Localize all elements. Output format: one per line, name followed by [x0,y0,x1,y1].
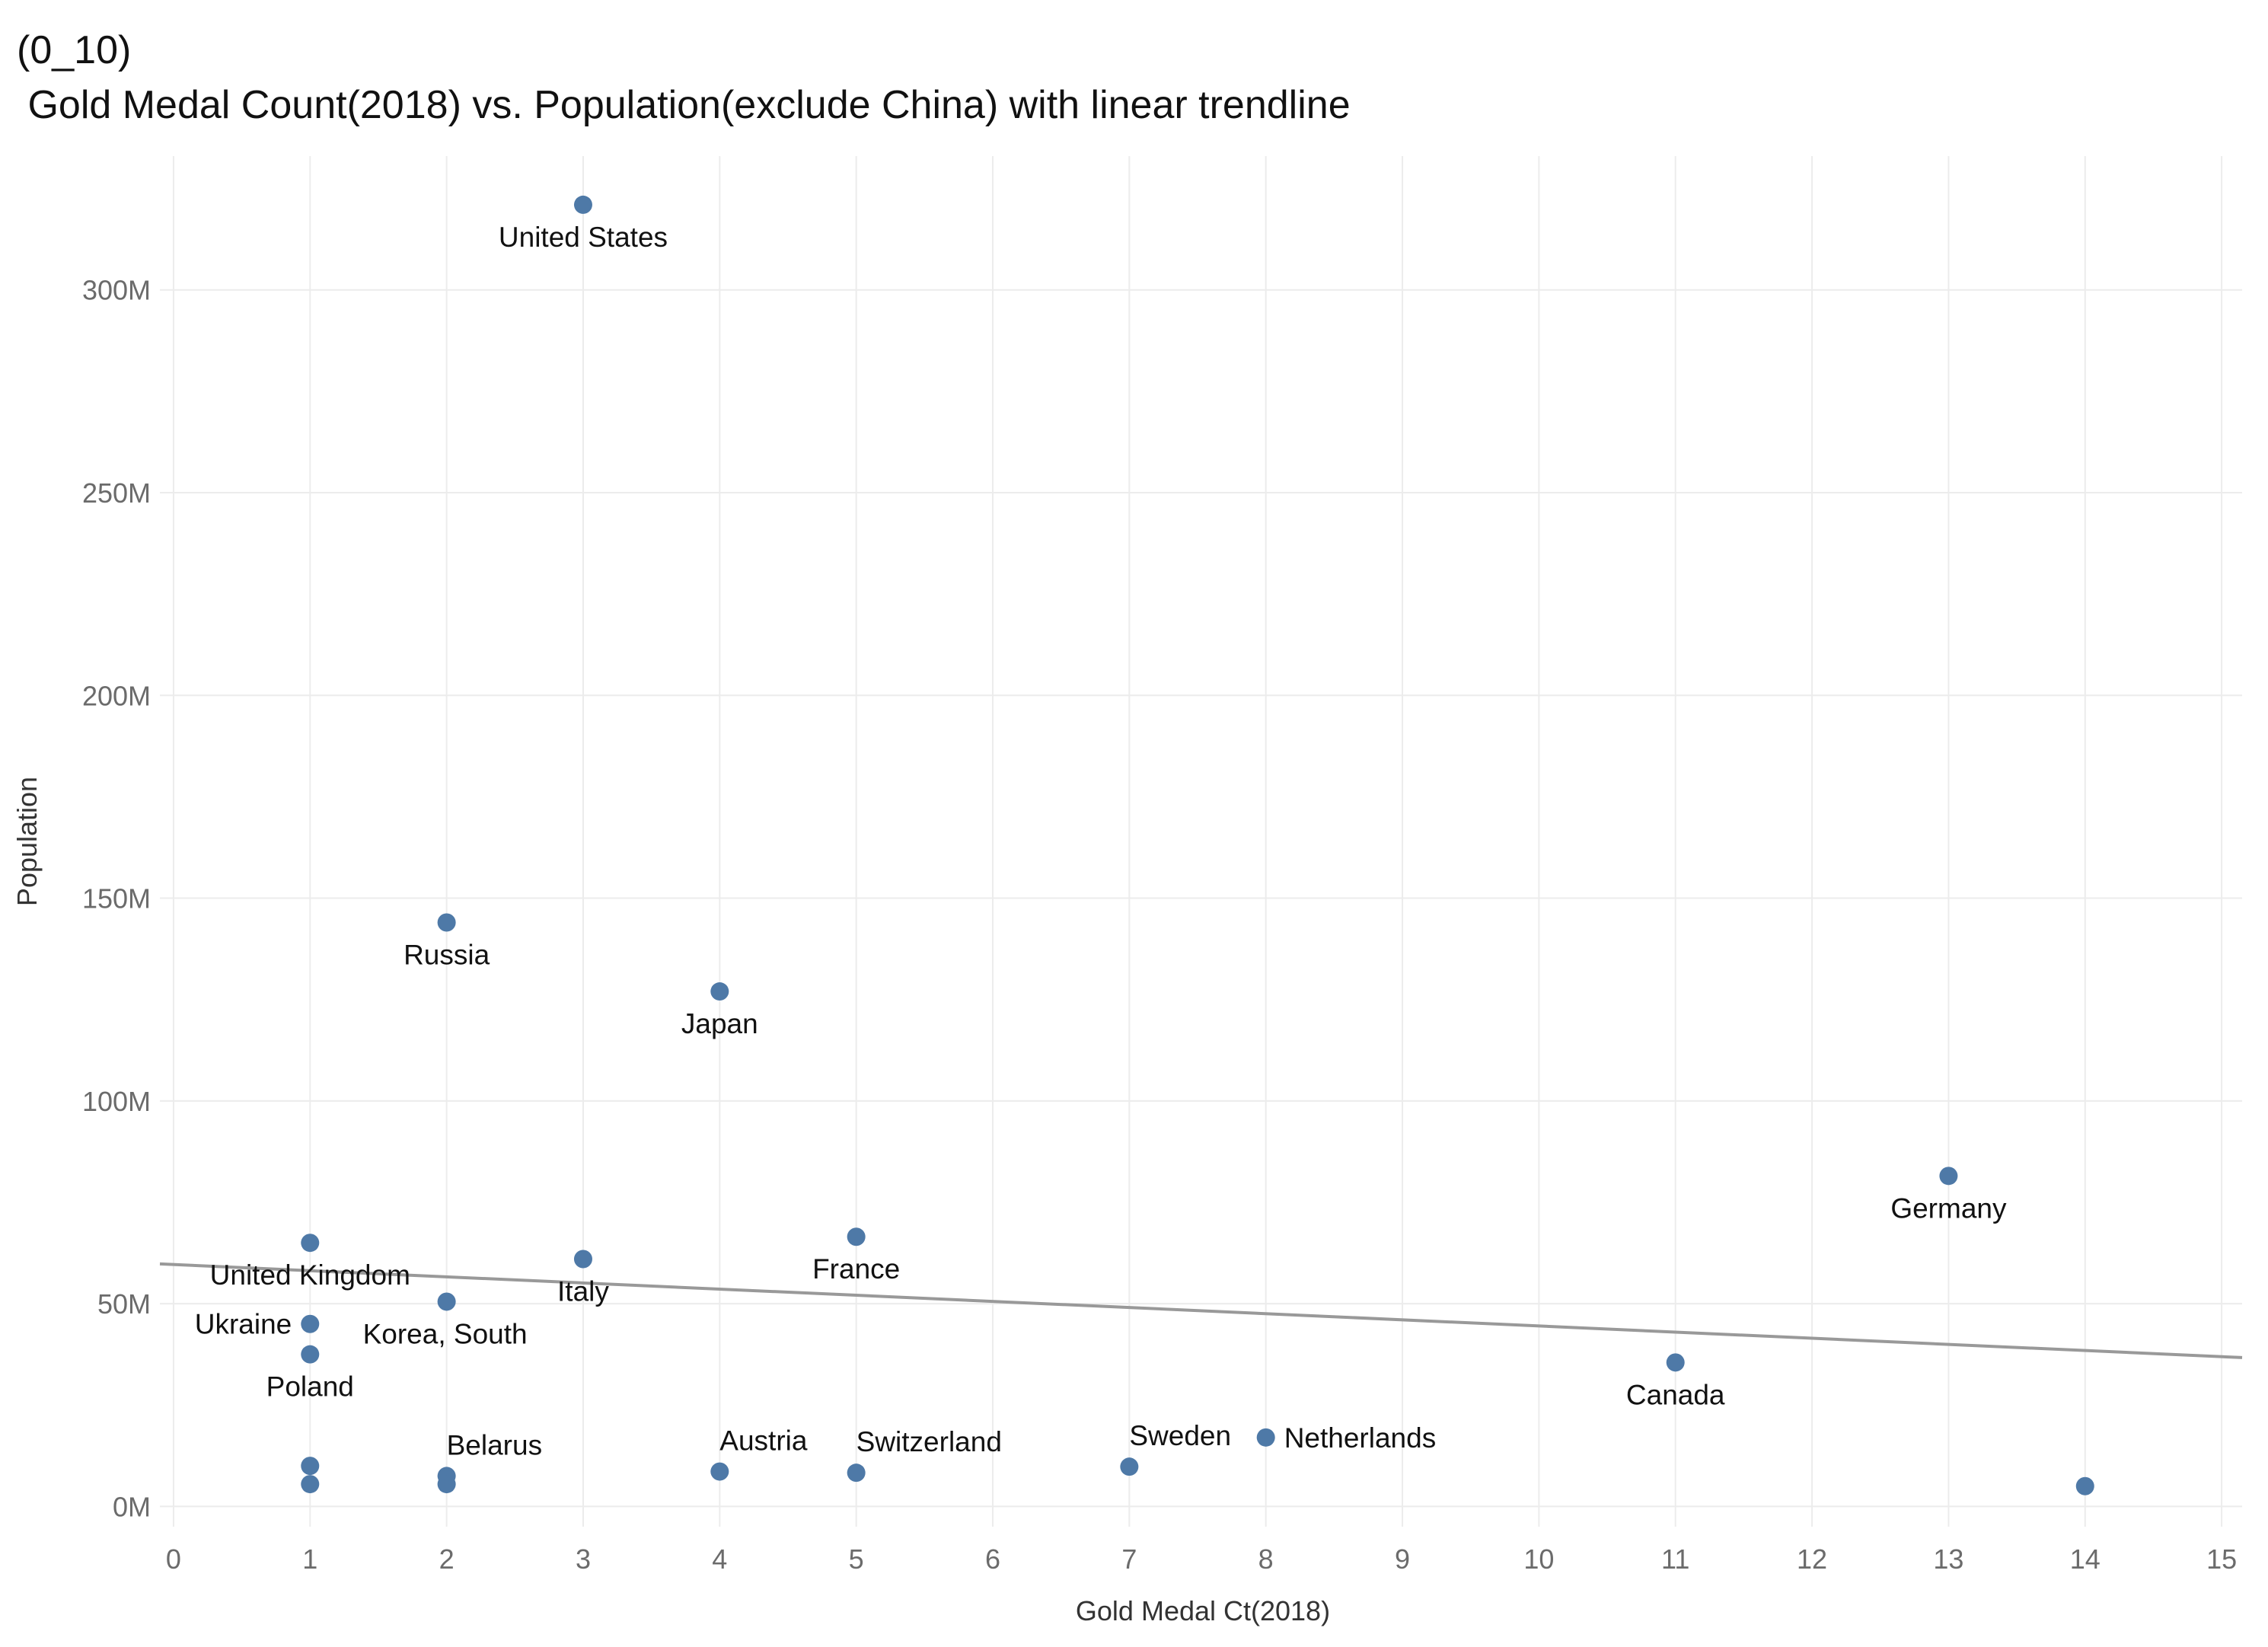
data-point [301,1457,320,1476]
x-tick-label: 7 [1121,1543,1137,1575]
data-point [301,1234,320,1253]
data-point-label: United Kingdom [210,1259,410,1291]
y-tick-label: 100M [82,1086,151,1117]
y-tick-label: 250M [82,477,151,509]
y-tick-label: 300M [82,275,151,306]
x-tick-label: 15 [2206,1543,2237,1575]
point-labels-layer: United States Russia Japan Germany United Ki… [195,222,2007,1461]
x-tick-label: 6 [985,1543,1000,1575]
data-point-label: Italy [557,1276,609,1307]
x-tick-label: 1 [302,1543,317,1575]
chart-subtitle-id: (0_10) [17,28,132,72]
x-tick-label: 5 [849,1543,864,1575]
data-point [437,1475,456,1494]
data-point-label: Poland [266,1371,354,1403]
data-point-label: Germany [1890,1192,2007,1224]
data-point [847,1227,866,1246]
points-layer [301,195,2094,1495]
x-tick-label: 12 [1797,1543,1827,1575]
data-point [301,1475,320,1494]
data-point [1120,1457,1139,1476]
trendline-layer [159,1262,2243,1359]
x-tick-label: 14 [2070,1543,2101,1575]
x-tick-label: 2 [439,1543,455,1575]
x-tick-label: 4 [712,1543,727,1575]
x-tick-label: 9 [1395,1543,1410,1575]
x-tick-label: 0 [166,1543,181,1575]
data-point [301,1314,320,1333]
data-point [437,1292,456,1311]
x-tick-label: 11 [1661,1543,1689,1575]
data-point [847,1463,866,1483]
data-point [1256,1428,1275,1447]
data-point-label: Switzerland [856,1426,1002,1457]
data-point [573,1250,592,1269]
x-tick-label: 8 [1258,1543,1274,1575]
x-tick-label: 13 [1933,1543,1963,1575]
data-point [710,1462,729,1481]
grid [160,156,2242,1527]
data-point-label: Ukraine [195,1309,292,1340]
data-point-label: France [812,1253,900,1285]
data-point [1939,1167,1958,1186]
data-point-label: Austria [719,1425,808,1457]
x-axis-title: Gold Medal Ct(2018) [1076,1595,1330,1626]
data-point-label: Sweden [1129,1420,1231,1451]
trendline [159,1262,2243,1359]
y-tick-label: 150M [82,883,151,914]
data-point [437,913,456,932]
data-point-label: Canada [1626,1379,1725,1410]
y-tick-label: 50M [97,1288,151,1320]
data-point [2075,1476,2094,1495]
data-point-label: United States [499,222,668,253]
chart-title: Gold Medal Count(2018) vs. Population(ex… [17,83,1351,127]
data-point [710,982,729,1001]
x-tick-label: 3 [576,1543,591,1575]
data-point-label: Russia [404,940,490,971]
data-point-label: Belarus [447,1429,542,1460]
data-point-label: Netherlands [1284,1422,1437,1454]
data-point [301,1345,320,1364]
data-point-label: Japan [681,1008,758,1039]
y-tick-label: 200M [82,680,151,711]
data-point [573,195,592,214]
y-axis-title: Population [11,777,43,906]
data-point-label: Korea, South [363,1318,528,1349]
chart-title-block: (0_10) Gold Medal Count(2018) vs. Popula… [17,23,1351,132]
data-point [1666,1353,1685,1372]
y-tick-label: 0M [113,1491,151,1522]
x-tick-label: 10 [1523,1543,1554,1575]
